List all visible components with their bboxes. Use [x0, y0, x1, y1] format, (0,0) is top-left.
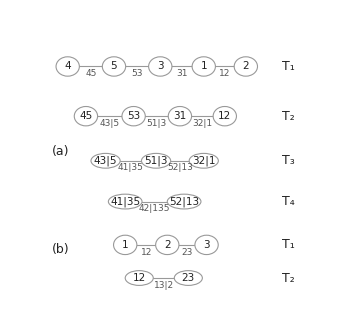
Ellipse shape	[192, 57, 215, 76]
Text: T₂: T₂	[282, 110, 295, 123]
Text: 52|13: 52|13	[169, 196, 199, 207]
Ellipse shape	[108, 194, 142, 209]
Text: 41|35: 41|35	[118, 164, 144, 172]
Text: 32|1: 32|1	[192, 156, 215, 166]
Text: 53: 53	[131, 69, 143, 78]
Text: 4: 4	[64, 62, 71, 71]
Ellipse shape	[102, 57, 126, 76]
Text: 41|35: 41|35	[110, 196, 140, 207]
Text: 31: 31	[176, 69, 188, 78]
Text: 3: 3	[157, 62, 164, 71]
Ellipse shape	[114, 235, 137, 255]
Text: 43|5: 43|5	[94, 156, 117, 166]
Ellipse shape	[125, 271, 153, 285]
Ellipse shape	[122, 107, 145, 126]
Ellipse shape	[156, 235, 179, 255]
Text: 23: 23	[181, 248, 193, 257]
Text: 23: 23	[182, 273, 195, 283]
Text: 3: 3	[203, 240, 210, 250]
Ellipse shape	[174, 271, 202, 285]
Text: 45: 45	[79, 111, 93, 121]
Ellipse shape	[168, 107, 191, 126]
Ellipse shape	[195, 235, 218, 255]
Text: 2: 2	[243, 62, 249, 71]
Text: T₁: T₁	[282, 238, 295, 251]
Ellipse shape	[142, 153, 171, 168]
Text: 12: 12	[219, 69, 231, 78]
Text: 32|1: 32|1	[192, 119, 212, 128]
Text: T₄: T₄	[282, 195, 295, 208]
Text: (a): (a)	[52, 145, 70, 158]
Text: 13|2: 13|2	[154, 281, 174, 290]
Text: 12: 12	[140, 248, 152, 257]
Text: 31: 31	[173, 111, 186, 121]
Ellipse shape	[56, 57, 79, 76]
Text: 2: 2	[164, 240, 171, 250]
Text: 52|13: 52|13	[167, 164, 193, 172]
Text: 5: 5	[111, 62, 117, 71]
Ellipse shape	[189, 153, 218, 168]
Text: T₃: T₃	[282, 154, 295, 167]
Text: 53: 53	[127, 111, 140, 121]
Text: T₁: T₁	[282, 60, 295, 73]
Ellipse shape	[149, 57, 172, 76]
Ellipse shape	[91, 153, 120, 168]
Text: 12: 12	[218, 111, 231, 121]
Ellipse shape	[167, 194, 201, 209]
Text: 45: 45	[85, 69, 97, 78]
Text: 51|3: 51|3	[144, 156, 168, 166]
Text: 43|5: 43|5	[100, 119, 120, 128]
Text: 42|135: 42|135	[139, 204, 171, 213]
Text: 1: 1	[201, 62, 207, 71]
Text: T₂: T₂	[282, 271, 295, 285]
Ellipse shape	[74, 107, 98, 126]
Text: 51|3: 51|3	[147, 119, 167, 128]
Text: 12: 12	[132, 273, 146, 283]
Text: (b): (b)	[52, 244, 70, 257]
Text: 1: 1	[122, 240, 129, 250]
Ellipse shape	[234, 57, 257, 76]
Ellipse shape	[213, 107, 236, 126]
